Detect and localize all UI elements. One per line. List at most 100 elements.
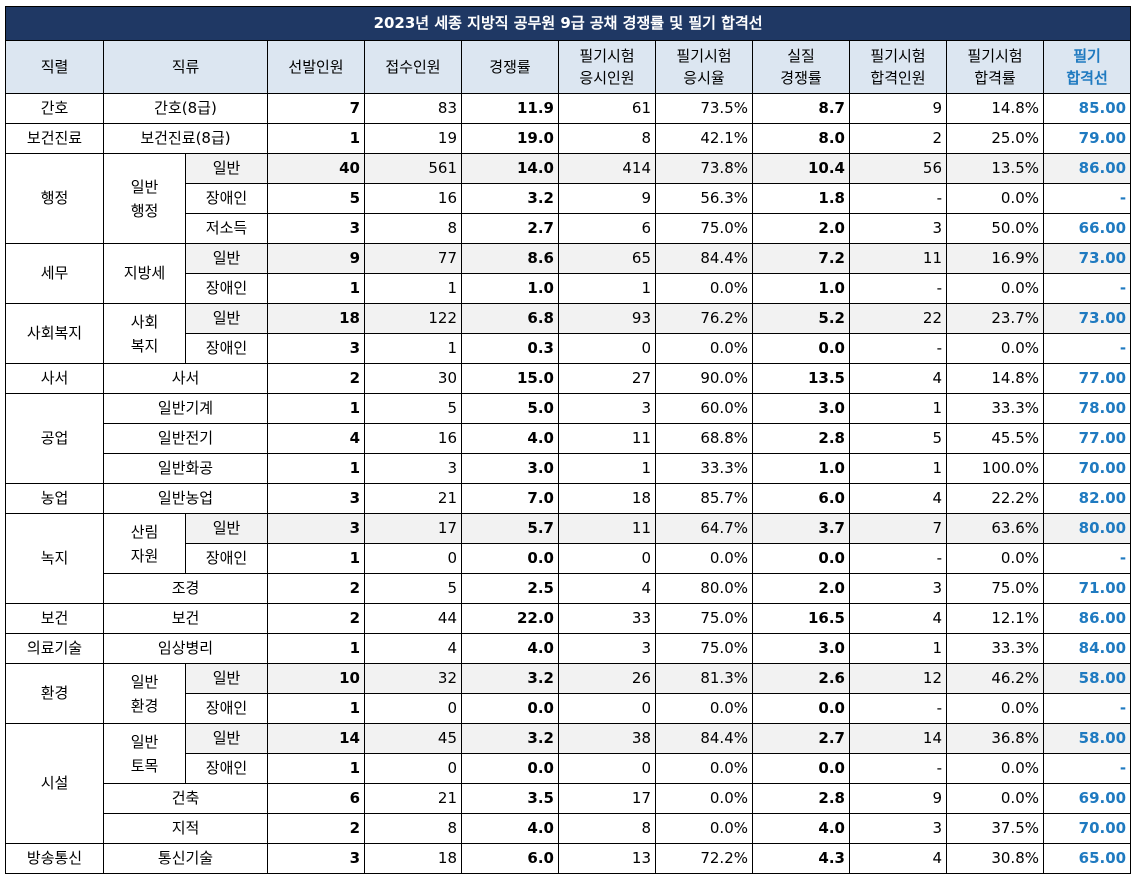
exam-taker-count-cell: 17 — [558, 783, 656, 814]
effective-competition-rate-cell: 2.8 — [752, 423, 850, 454]
applicant-count-cell: 83 — [364, 93, 462, 124]
applicant-count-cell: 21 — [364, 783, 462, 814]
table-row: 보건진료 보건진료(8급) 1 19 19.0 8 42.1% 8.0 2 25.0% 79.00 — [5, 123, 1132, 154]
competition-rate-cell: 0.0 — [461, 693, 559, 724]
selected-count-cell: 3 — [267, 213, 365, 244]
effective-competition-rate-cell: 10.4 — [752, 153, 850, 184]
category-line: 토목 — [130, 756, 159, 775]
exam-taker-count-cell: 1 — [558, 453, 656, 484]
pass-rate-cell: 0.0% — [946, 783, 1044, 814]
table-row: 장애인 3 1 0.3 0 0.0% 0.0-0.0% - — [6, 333, 1132, 364]
exam-taker-count-cell: 38 — [558, 723, 656, 754]
exam-taker-count-cell: 4 — [558, 573, 656, 604]
exam-attendance-rate-cell: 0.0% — [655, 753, 753, 784]
selected-count-cell: 14 — [267, 723, 365, 754]
selected-count-cell: 1 — [267, 633, 365, 664]
applicant-count-cell: 561 — [364, 153, 462, 184]
series-cell: 보건 — [5, 603, 104, 634]
pass-count-cell: 3 — [849, 213, 947, 244]
pass-count-cell: - — [849, 183, 947, 214]
exam-taker-count-cell: 27 — [558, 363, 656, 394]
applicant-count-cell: 18 — [364, 843, 462, 874]
effective-competition-rate-cell: 0.0 — [752, 753, 850, 784]
category-line: 일반 — [130, 672, 159, 691]
competition-rate-cell: 19.0 — [461, 123, 559, 154]
cutoff-score-cell: 86.00 — [1042, 153, 1132, 184]
cutoff-score-cell: 69.00 — [1042, 783, 1132, 814]
selected-count-cell: 10 — [267, 663, 365, 694]
exam-taker-count-cell: 18 — [558, 483, 656, 514]
selected-count-cell: 1 — [267, 543, 365, 574]
category-cell: 일반 환경 — [103, 663, 186, 724]
pass-rate-cell: 23.7% — [946, 303, 1044, 334]
cutoff-score-cell: 73.00 — [1042, 303, 1132, 334]
effective-competition-rate-cell: 1.0 — [752, 273, 850, 304]
pass-count-cell: - — [849, 753, 947, 784]
competition-rate-cell: 2.7 — [461, 213, 559, 244]
selected-count-cell: 3 — [267, 333, 365, 364]
pass-count-cell: 12 — [849, 663, 947, 694]
subcategory-cell: 일반 — [185, 513, 268, 544]
applicant-count-cell: 0 — [364, 753, 462, 784]
competition-rate-cell: 2.5 — [461, 573, 559, 604]
pass-count-cell: 4 — [849, 603, 947, 634]
effective-competition-rate-cell: 1.8 — [752, 183, 850, 214]
competition-rate-cell: 0.0 — [461, 543, 559, 574]
selected-count-cell: 2 — [267, 573, 365, 604]
header-cell: 필기시험 합격인원 — [849, 40, 947, 94]
cutoff-score-cell: 73.00 — [1042, 243, 1132, 274]
header-cell: 실질 경쟁률 — [752, 40, 850, 94]
cutoff-score-cell: 84.00 — [1042, 633, 1132, 664]
pass-rate-cell: 37.5% — [946, 813, 1044, 844]
exam-attendance-rate-cell: 0.0% — [655, 783, 753, 814]
exam-taker-count-cell: 6 — [558, 213, 656, 244]
exam-attendance-rate-cell: 33.3% — [655, 453, 753, 484]
exam-attendance-rate-cell: 73.5% — [655, 93, 753, 124]
cutoff-score-cell: 66.00 — [1042, 213, 1132, 244]
exam-taker-count-cell: 8 — [558, 813, 656, 844]
pass-rate-cell: 13.5% — [946, 153, 1044, 184]
pass-count-cell: 2 — [849, 123, 947, 154]
subcategory-cell: 일반 — [185, 723, 268, 754]
competition-rate-cell: 3.2 — [461, 183, 559, 214]
table-row: 행정 일반 행정 일반 40 561 14.0 414 73.8% 10.4 56 13.5% 86.0… — [5, 153, 1132, 244]
category-line: 일반 — [130, 732, 159, 751]
pass-rate-cell: 0.0% — [946, 543, 1044, 574]
pass-rate-cell: 33.3% — [946, 633, 1044, 664]
table-title: 2023년 세종 지방직 공무원 9급 공채 경쟁률 및 필기 합격선 — [4, 6, 1132, 41]
applicant-count-cell: 45 — [364, 723, 462, 754]
exam-attendance-rate-cell: 75.0% — [655, 213, 753, 244]
selected-count-cell: 1 — [267, 693, 365, 724]
competition-rate-cell: 22.0 — [461, 603, 559, 634]
table-row: 조경 2 5 2.5 4 80.0% 2.0 3 75.0% 71.00 — [6, 573, 1132, 604]
pass-count-cell: - — [849, 693, 947, 724]
table-row: 건축 6 21 3.5 17 0.0% 2.8 9 0.0% 69.00 — [6, 783, 1132, 814]
exam-attendance-rate-cell: 85.7% — [655, 483, 753, 514]
subcategory-cell: 일반 — [185, 663, 268, 694]
effective-competition-rate-cell: 6.0 — [752, 483, 850, 514]
competition-rate-cell: 3.0 — [461, 453, 559, 484]
series-cell: 행정 — [5, 153, 104, 244]
category-cell: 일반기계 — [103, 393, 268, 424]
header-row: 직렬 직류 선발인원 접수인원 경쟁률 필기시험 응시인원 필기시험 응시율 실질 경… — [5, 40, 1132, 94]
competition-rate-cell: 6.8 — [461, 303, 559, 334]
exam-taker-count-cell: 8 — [558, 123, 656, 154]
subcategory-cell: 장애인 — [185, 753, 268, 784]
pass-rate-cell: 100.0% — [946, 453, 1044, 484]
category-cell: 일반농업 — [103, 483, 268, 514]
exam-taker-count-cell: 11 — [558, 423, 656, 454]
subcategory-cell: 일반 — [185, 243, 268, 274]
cutoff-score-cell: 70.00 — [1042, 453, 1132, 484]
category-line: 사회 — [130, 312, 159, 331]
table-row: 저소득 3 8 2.7 6 75.0% 2.0 3 50.0% 66.00 — [6, 213, 1132, 244]
applicant-count-cell: 4 — [364, 633, 462, 664]
table-row: 보건 보건 2 44 22.0 33 75.0% 16.5 4 12.1% 86.00 — [5, 603, 1132, 634]
effective-competition-rate-cell: 0.0 — [752, 693, 850, 724]
header-cell: 필기시험 응시인원 — [558, 40, 656, 94]
selected-count-cell: 2 — [267, 363, 365, 394]
cutoff-score-cell: 85.00 — [1042, 93, 1132, 124]
pass-count-cell: 56 — [849, 153, 947, 184]
subcategory-cell: 장애인 — [185, 543, 268, 574]
competition-table: 2023년 세종 지방직 공무원 9급 공채 경쟁률 및 필기 합격선 직렬 직… — [4, 6, 1132, 874]
effective-competition-rate-cell: 7.2 — [752, 243, 850, 274]
